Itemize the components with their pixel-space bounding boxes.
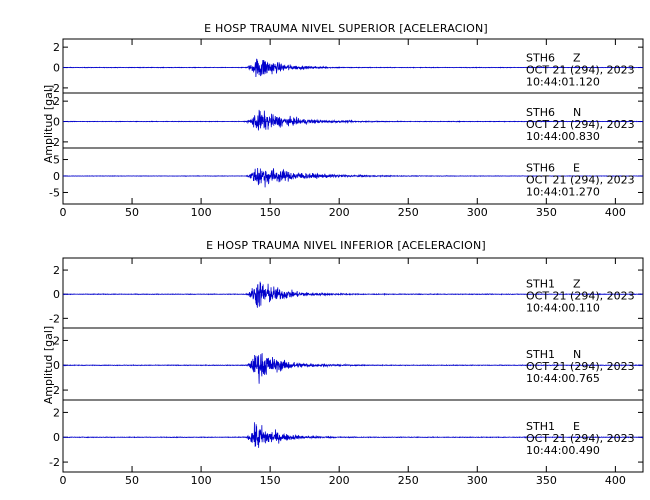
waveform-sth1-n xyxy=(62,353,644,384)
waveform-sth6-n xyxy=(62,109,644,131)
waveform-sth1-z xyxy=(62,281,643,308)
x-tick-label: 0 xyxy=(60,474,67,487)
record-time: 10:44:01.270 xyxy=(526,186,600,199)
record-time: 10:44:00.765 xyxy=(526,372,600,385)
y-tick-label: 2 xyxy=(53,95,60,108)
y-axis-label: Amplitud [gal] xyxy=(42,326,55,404)
station-label: STH1 Z xyxy=(526,277,581,290)
waveform-sth1-e xyxy=(62,422,643,448)
x-tick-label: 350 xyxy=(536,206,557,219)
x-tick-label: 150 xyxy=(260,474,281,487)
record-time: 10:44:00.110 xyxy=(526,301,600,314)
station-label: STH1 E xyxy=(526,420,580,433)
waveform-sth6-e xyxy=(62,167,643,188)
x-tick-label: 400 xyxy=(605,474,626,487)
station-label: STH1 N xyxy=(526,348,581,361)
record-date: OCT 21 (294), 2023 xyxy=(526,118,635,131)
record-date: OCT 21 (294), 2023 xyxy=(526,174,635,187)
x-tick-label: 350 xyxy=(536,474,557,487)
y-tick-label: 0 xyxy=(53,170,60,183)
station-code: STH6 xyxy=(526,106,555,119)
record-date: OCT 21 (294), 2023 xyxy=(526,64,635,77)
component-code: E xyxy=(573,420,580,433)
chart-title: E HOSP TRAUMA NIVEL SUPERIOR [ACELERACIO… xyxy=(204,22,488,35)
component-code: Z xyxy=(573,277,581,290)
station-label: STH6 Z xyxy=(526,52,581,65)
y-tick-label: -2 xyxy=(49,136,60,149)
y-tick-label: -5 xyxy=(49,186,60,199)
y-tick-label: -2 xyxy=(49,312,60,325)
record-date: OCT 21 (294), 2023 xyxy=(526,360,635,373)
x-tick-label: 50 xyxy=(125,474,139,487)
y-tick-label: -2 xyxy=(49,82,60,95)
y-tick-label: 2 xyxy=(53,334,60,347)
record-date: OCT 21 (294), 2023 xyxy=(526,432,635,445)
y-tick-label: 2 xyxy=(53,41,60,54)
y-tick-label: 5 xyxy=(53,154,60,167)
y-tick-label: 2 xyxy=(53,264,60,277)
x-tick-label: 250 xyxy=(398,206,419,219)
x-tick-label: 200 xyxy=(329,206,350,219)
station-code: STH6 xyxy=(526,52,555,65)
y-tick-label: 0 xyxy=(53,359,60,372)
x-tick-label: 100 xyxy=(191,206,212,219)
station-label: STH6 E xyxy=(526,162,580,175)
y-tick-label: 0 xyxy=(53,431,60,444)
record-time: 10:44:00.830 xyxy=(526,130,600,143)
station-code: STH1 xyxy=(526,277,555,290)
x-tick-label: 100 xyxy=(191,474,212,487)
x-tick-label: 0 xyxy=(60,206,67,219)
y-tick-label: 2 xyxy=(53,406,60,419)
record-date: OCT 21 (294), 2023 xyxy=(526,289,635,302)
y-tick-label: 0 xyxy=(53,116,60,129)
y-tick-label: 0 xyxy=(53,288,60,301)
x-tick-label: 400 xyxy=(605,206,626,219)
upper-level-chart: E HOSP TRAUMA NIVEL SUPERIOR [ACELERACIO… xyxy=(42,22,644,219)
x-tick-label: 200 xyxy=(329,474,350,487)
record-time: 10:44:00.490 xyxy=(526,444,600,457)
station-code: STH1 xyxy=(526,348,555,361)
y-axis-label: Amplitud [gal] xyxy=(42,85,55,163)
record-time: 10:44:01.120 xyxy=(526,76,600,89)
x-tick-label: 300 xyxy=(467,474,488,487)
y-tick-label: 0 xyxy=(53,62,60,75)
x-tick-label: 300 xyxy=(467,206,488,219)
waveform-sth6-z xyxy=(62,58,643,78)
chart-title: E HOSP TRAUMA NIVEL INFERIOR [ACELERACIO… xyxy=(206,239,486,252)
component-code: E xyxy=(573,162,580,175)
x-tick-label: 50 xyxy=(125,206,139,219)
component-code: Z xyxy=(573,52,581,65)
y-tick-label: -2 xyxy=(49,456,60,469)
component-code: N xyxy=(573,348,581,361)
station-label: STH6 N xyxy=(526,106,581,119)
x-tick-label: 250 xyxy=(398,474,419,487)
x-tick-label: 150 xyxy=(260,206,281,219)
component-code: N xyxy=(573,106,581,119)
station-code: STH1 xyxy=(526,420,555,433)
y-tick-label: -2 xyxy=(49,384,60,397)
lower-level-chart: E HOSP TRAUMA NIVEL INFERIOR [ACELERACIO… xyxy=(42,239,644,487)
station-code: STH6 xyxy=(526,162,555,175)
